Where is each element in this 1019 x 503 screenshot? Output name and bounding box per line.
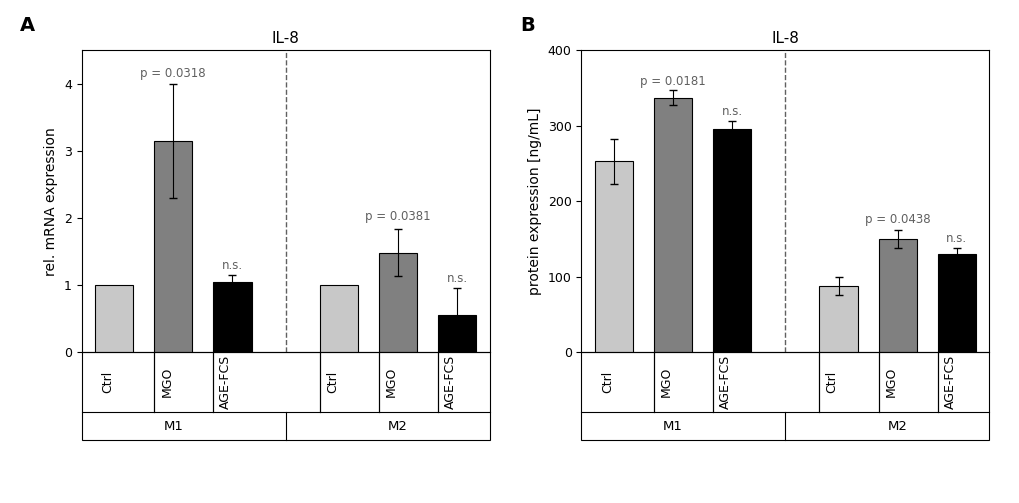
Text: M1: M1	[662, 420, 683, 433]
Text: M2: M2	[887, 420, 907, 433]
Bar	[653, 98, 692, 352]
Text: MGO: MGO	[883, 367, 897, 397]
Bar	[712, 129, 751, 352]
Bar	[936, 254, 975, 352]
Y-axis label: rel. mRNA expression: rel. mRNA expression	[44, 127, 58, 276]
Bar	[378, 253, 417, 352]
Bar	[154, 141, 193, 352]
Text: p = 0.0181: p = 0.0181	[640, 75, 705, 88]
Text: Ctrl: Ctrl	[325, 371, 338, 393]
Text: AGE-FCS: AGE-FCS	[219, 355, 232, 409]
Text: AGE-FCS: AGE-FCS	[943, 355, 956, 409]
Title: IL-8: IL-8	[271, 31, 300, 46]
Text: Ctrl: Ctrl	[101, 371, 114, 393]
Bar	[818, 286, 857, 352]
Text: Ctrl: Ctrl	[824, 371, 838, 393]
Text: AGE-FCS: AGE-FCS	[443, 355, 457, 409]
Text: p = 0.0438: p = 0.0438	[864, 213, 929, 226]
Text: n.s.: n.s.	[446, 272, 467, 285]
Bar	[437, 315, 476, 352]
Bar	[319, 285, 358, 352]
Text: p = 0.0381: p = 0.0381	[365, 210, 430, 223]
Text: p = 0.0318: p = 0.0318	[141, 67, 206, 80]
Bar	[877, 239, 916, 352]
Text: M1: M1	[163, 420, 183, 433]
Title: IL-8: IL-8	[770, 31, 799, 46]
Bar	[95, 285, 133, 352]
Text: M2: M2	[387, 420, 408, 433]
Text: AGE-FCS: AGE-FCS	[718, 355, 732, 409]
Text: n.s.: n.s.	[720, 105, 742, 118]
Text: MGO: MGO	[384, 367, 397, 397]
Text: n.s.: n.s.	[946, 232, 966, 245]
Text: MGO: MGO	[160, 367, 173, 397]
Text: B: B	[520, 16, 534, 35]
Text: MGO: MGO	[659, 367, 673, 397]
Text: A: A	[20, 16, 36, 35]
Y-axis label: protein expression [ng/mL]: protein expression [ng/mL]	[528, 108, 542, 295]
Bar	[594, 161, 633, 352]
Bar	[213, 282, 252, 352]
Text: n.s.: n.s.	[221, 259, 243, 272]
Text: Ctrl: Ctrl	[600, 371, 613, 393]
